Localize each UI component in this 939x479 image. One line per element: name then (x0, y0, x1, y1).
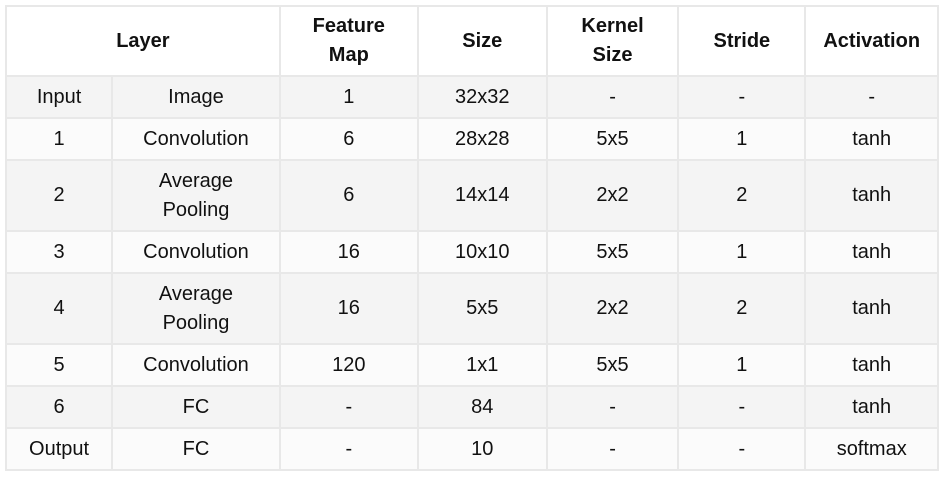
header-row: Layer Feature Map Size Kernel Size Strid… (5, 5, 939, 77)
cell-activation: tanh (804, 385, 939, 429)
cell-activation: tanh (804, 159, 939, 232)
cell-kernel-size: 5x5 (545, 343, 680, 387)
cell-feature-map: 120 (278, 343, 419, 387)
cell-activation: tanh (804, 117, 939, 161)
table-row: 5 Convolution 120 1x1 5x5 1 tanh (4, 343, 939, 387)
cell-stride: 1 (677, 230, 807, 274)
cell-feature-map: 6 (278, 159, 419, 232)
cell-activation: tanh (804, 272, 939, 345)
cell-stride: 2 (677, 159, 807, 232)
cell-kernel-size: 5x5 (545, 117, 680, 161)
cell-size: 10 (416, 427, 548, 471)
header-feature-map-text: Feature Map (312, 15, 385, 66)
cell-stride: 1 (677, 343, 807, 387)
header-activation: Activation (804, 5, 939, 77)
cell-activation: - (804, 75, 939, 119)
cell-feature-map: 6 (278, 117, 419, 161)
cell-layer-type: Average Pooling (111, 159, 281, 232)
cell-layer: Input (4, 75, 114, 119)
header-size: Size (416, 5, 548, 77)
cell-layer-type: Convolution (111, 343, 281, 387)
cell-layer: 5 (4, 343, 114, 387)
cell-activation: softmax (804, 427, 939, 471)
cell-stride: - (677, 75, 807, 119)
table-row: 3 Convolution 16 10x10 5x5 1 tanh (4, 230, 939, 274)
cell-feature-map: - (278, 385, 419, 429)
cell-stride: - (677, 427, 807, 471)
cell-feature-map: - (278, 427, 419, 471)
cell-layer: 3 (4, 230, 114, 274)
cell-kernel-size: 2x2 (545, 159, 680, 232)
lenet-architecture-table: Layer Feature Map Size Kernel Size Strid… (4, 5, 939, 471)
table-row: Input Image 1 32x32- - - (4, 75, 939, 119)
cell-size: 14x14 (416, 159, 548, 232)
cell-layer-type: Convolution (111, 117, 281, 161)
cell-size: 10x10 (416, 230, 548, 274)
cell-kernel-size: - (545, 75, 680, 119)
cell-layer-type: FC (111, 427, 281, 471)
cell-feature-map: 1 (278, 75, 419, 119)
header-stride: Stride (677, 5, 807, 77)
cell-size: 5x5 (416, 272, 548, 345)
cell-feature-map: 16 (278, 230, 419, 274)
cell-size: 1x1 (416, 343, 548, 387)
cell-layer: 4 (4, 272, 114, 345)
cell-activation: tanh (804, 343, 939, 387)
cell-size: 28x28 (416, 117, 548, 161)
cell-activation: tanh (804, 230, 939, 274)
cell-layer-type: FC (111, 385, 281, 429)
cell-kernel-size: - (545, 427, 680, 471)
table-row: 6 FC -84- - tanh (4, 385, 939, 429)
cell-layer-type: Convolution (111, 230, 281, 274)
cell-size: 84 (416, 385, 548, 429)
cell-feature-map: 16 (278, 272, 419, 345)
table-row: 1 Convolution 6 28x28 5x5 1 tanh (4, 117, 939, 161)
table-row: Output FC -10- - softmax (4, 427, 939, 471)
cell-stride: - (677, 385, 807, 429)
header-kernel-size: Kernel Size (545, 5, 680, 77)
cell-layer: 2 (4, 159, 114, 232)
cell-layer: 1 (4, 117, 114, 161)
cell-layer: 6 (4, 385, 114, 429)
cell-layer: Output (4, 427, 114, 471)
table-row: 2 Average Pooling 6 14x14 2x2 2 tanh (4, 159, 939, 232)
table-row: 4 Average Pooling 16 5x5 2x2 2 tanh (4, 272, 939, 345)
cell-layer-type: Average Pooling (111, 272, 281, 345)
cell-size: 32x32 (416, 75, 548, 119)
cell-stride: 2 (677, 272, 807, 345)
cell-kernel-size: - (545, 385, 680, 429)
cell-kernel-size: 2x2 (545, 272, 680, 345)
cell-layer-type: Image (111, 75, 281, 119)
header-kernel-size-text: Kernel Size (581, 15, 644, 66)
header-feature-map: Feature Map (278, 5, 419, 77)
cell-stride: 1 (677, 117, 807, 161)
header-layer: Layer (5, 5, 281, 77)
cell-kernel-size: 5x5 (545, 230, 680, 274)
